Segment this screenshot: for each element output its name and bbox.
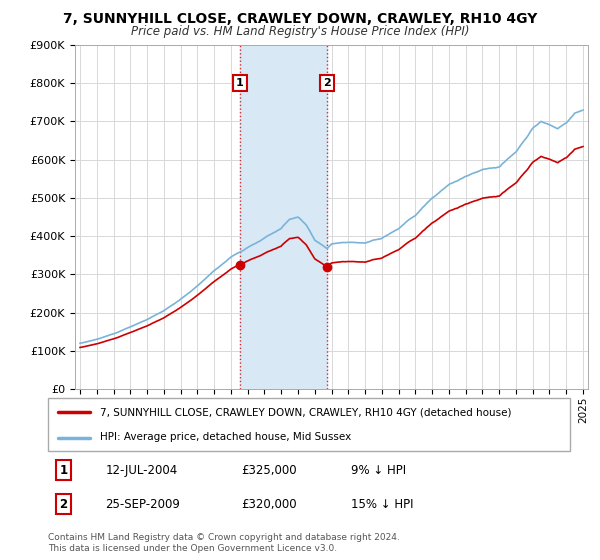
Text: Contains HM Land Registry data © Crown copyright and database right 2024.
This d: Contains HM Land Registry data © Crown c… bbox=[48, 533, 400, 553]
Text: 1: 1 bbox=[59, 464, 68, 477]
Text: HPI: Average price, detached house, Mid Sussex: HPI: Average price, detached house, Mid … bbox=[100, 432, 352, 442]
Text: 25-SEP-2009: 25-SEP-2009 bbox=[106, 498, 180, 511]
Text: 2: 2 bbox=[323, 78, 331, 88]
Text: 15% ↓ HPI: 15% ↓ HPI bbox=[351, 498, 413, 511]
Text: 9% ↓ HPI: 9% ↓ HPI bbox=[351, 464, 406, 477]
Text: Price paid vs. HM Land Registry's House Price Index (HPI): Price paid vs. HM Land Registry's House … bbox=[131, 25, 469, 38]
Text: 2: 2 bbox=[59, 498, 68, 511]
Text: 7, SUNNYHILL CLOSE, CRAWLEY DOWN, CRAWLEY, RH10 4GY: 7, SUNNYHILL CLOSE, CRAWLEY DOWN, CRAWLE… bbox=[63, 12, 537, 26]
Text: £320,000: £320,000 bbox=[241, 498, 297, 511]
Text: £325,000: £325,000 bbox=[241, 464, 297, 477]
Text: 7, SUNNYHILL CLOSE, CRAWLEY DOWN, CRAWLEY, RH10 4GY (detached house): 7, SUNNYHILL CLOSE, CRAWLEY DOWN, CRAWLE… bbox=[100, 408, 512, 418]
Text: 12-JUL-2004: 12-JUL-2004 bbox=[106, 464, 178, 477]
Bar bbox=[240, 45, 327, 389]
FancyBboxPatch shape bbox=[48, 398, 570, 451]
Text: 1: 1 bbox=[236, 78, 244, 88]
